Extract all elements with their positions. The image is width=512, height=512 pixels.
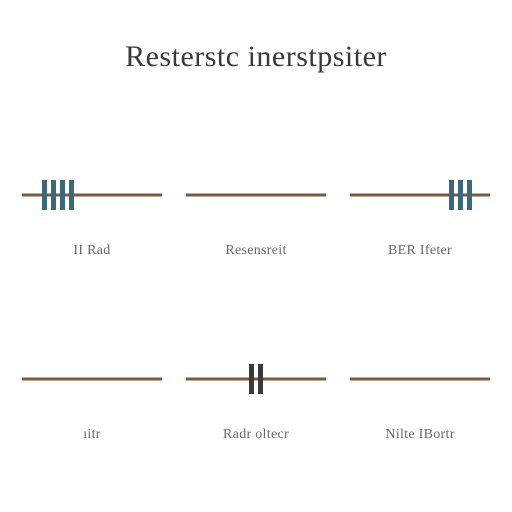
symbol-cell: ıitr (20, 359, 164, 443)
symbol-caption: Resensreit (225, 243, 286, 259)
wire-line (350, 378, 490, 381)
bar (467, 180, 472, 210)
bar-group (42, 175, 74, 215)
component-symbol (22, 359, 162, 399)
bar (449, 180, 454, 210)
bar (51, 180, 56, 210)
component-symbol (350, 359, 490, 399)
symbol-caption: II Rad (73, 243, 110, 259)
wire-line (186, 194, 326, 197)
symbol-cell: BER Ifeter (348, 175, 492, 259)
bar (258, 364, 263, 394)
bar (69, 180, 74, 210)
component-symbol (186, 359, 326, 399)
wire-line (22, 378, 162, 381)
bar (249, 364, 254, 394)
symbol-grid: II Rad Resensreit BER Ifeter ıitr Radr oltec… (20, 175, 492, 443)
bar-group (449, 175, 472, 215)
symbol-caption: ıitr (83, 427, 101, 443)
component-symbol (22, 175, 162, 215)
component-symbol (350, 175, 490, 215)
symbol-cell: II Rad (20, 175, 164, 259)
symbol-caption: Nilte IBortr (385, 427, 454, 443)
symbol-cell: Nilte IBortr (348, 359, 492, 443)
symbol-cell: Radr oltecr (184, 359, 328, 443)
bar (42, 180, 47, 210)
component-symbol (186, 175, 326, 215)
bar (458, 180, 463, 210)
page-title: Resterstc inerstpsiter (0, 40, 512, 74)
bar-group (249, 359, 263, 399)
bar (60, 180, 65, 210)
symbol-cell: Resensreit (184, 175, 328, 259)
symbol-caption: BER Ifeter (388, 243, 452, 259)
symbol-caption: Radr oltecr (223, 427, 289, 443)
